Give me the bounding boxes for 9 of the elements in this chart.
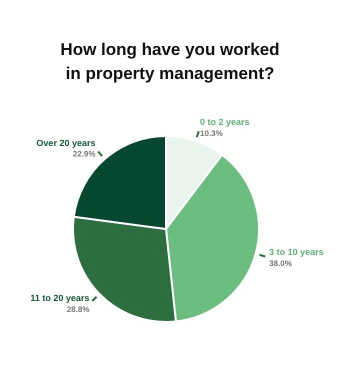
slice-label: 3 to 10 years bbox=[269, 247, 324, 258]
data-label: 10.3% bbox=[200, 128, 223, 138]
slice-label: 11 to 20 years bbox=[30, 293, 90, 304]
chart-title: How long have you worked in property management? bbox=[60, 39, 280, 85]
data-label: 22.9% bbox=[72, 150, 96, 159]
data-label: 28.8% bbox=[66, 304, 90, 314]
slice-label: Over 20 years bbox=[36, 138, 96, 148]
slice-label: 0 to 2 years bbox=[200, 117, 250, 128]
data-label: 38.0% bbox=[269, 258, 292, 268]
